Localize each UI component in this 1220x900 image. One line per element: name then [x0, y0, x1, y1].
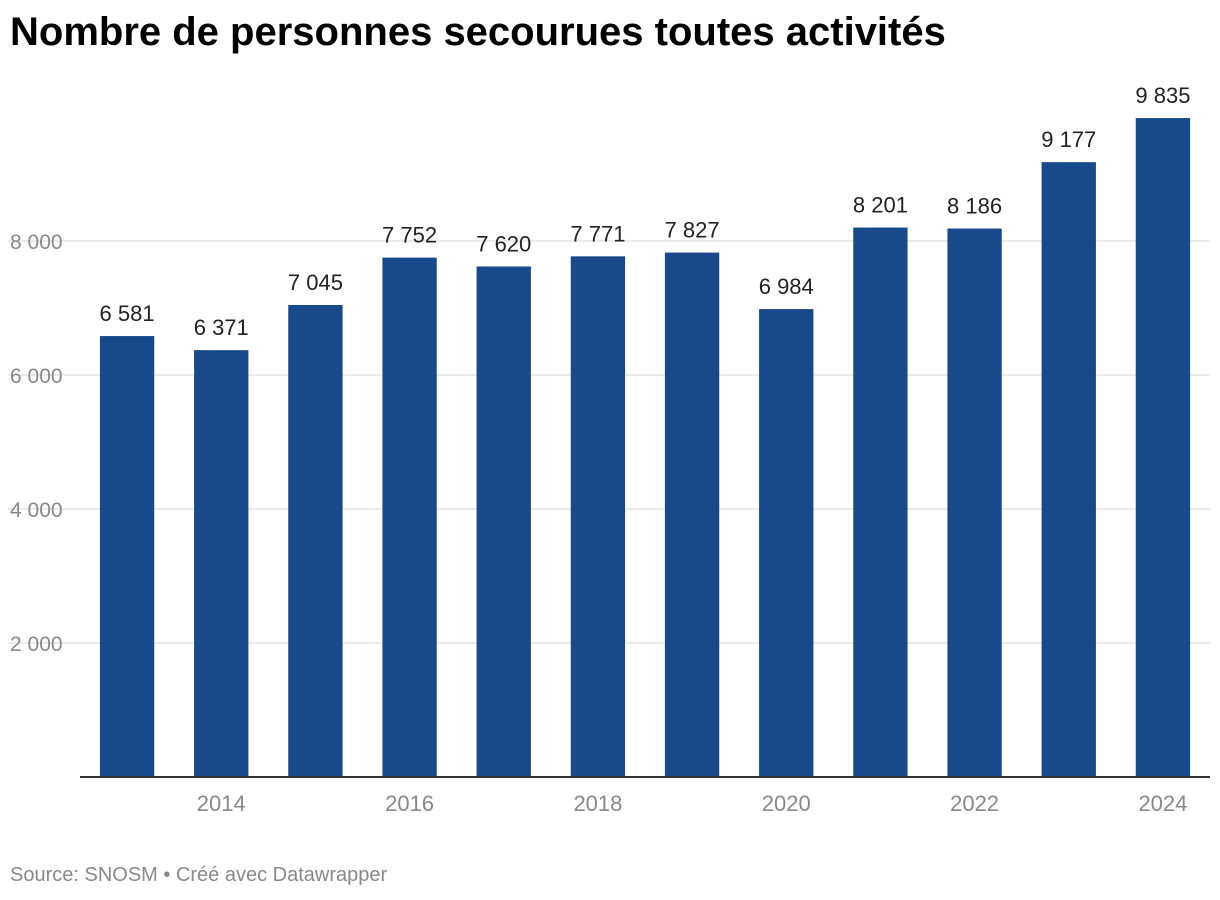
- value-label-2023: 9 177: [1041, 127, 1096, 152]
- value-label-2018: 7 771: [570, 221, 625, 246]
- value-label-2015: 7 045: [288, 270, 343, 295]
- value-label-2020: 6 984: [759, 274, 814, 299]
- bar-2018: [570, 256, 626, 777]
- bar-2015: [288, 304, 343, 777]
- value-label-2014: 6 371: [194, 315, 249, 340]
- bar-2024: [1135, 118, 1191, 778]
- y-tick-label: 6 000: [10, 365, 63, 388]
- y-tick-label: 8 000: [10, 231, 63, 254]
- value-label-2024: 9 835: [1135, 83, 1190, 108]
- bar-2019: [664, 252, 720, 777]
- source-footer: Source: SNOSM • Créé avec Datawrapper: [10, 864, 388, 886]
- bar-2020: [759, 309, 814, 777]
- value-label-2017: 7 620: [476, 231, 531, 256]
- x-tick-label-2020: 2020: [762, 791, 811, 816]
- bars: [99, 118, 1191, 778]
- value-label-2019: 7 827: [665, 218, 720, 243]
- x-tick-label-2016: 2016: [385, 791, 434, 816]
- value-label-2021: 8 201: [853, 193, 908, 218]
- value-labels: 6 581 6 371 7 045 7 752 7 620 7 771 7 827 6 984…: [100, 83, 1191, 340]
- y-axis-ticks: 2 000 4 000 6 000 8 000: [10, 231, 63, 656]
- bar-2017: [476, 266, 531, 777]
- bar-2022: [947, 228, 1002, 778]
- x-tick-label-2022: 2022: [950, 791, 999, 816]
- x-tick-label-2014: 2014: [197, 791, 246, 816]
- bar-2016: [382, 257, 437, 778]
- bar-2021: [853, 227, 908, 777]
- chart-title: Nombre de personnes secourues toutes act…: [10, 10, 946, 54]
- x-tick-label-2024: 2024: [1138, 791, 1187, 816]
- value-label-2022: 8 186: [947, 194, 1002, 219]
- y-tick-label: 2 000: [10, 633, 63, 656]
- bar-2023: [1041, 162, 1096, 778]
- bar-2014: [194, 350, 249, 777]
- x-tick-label-2018: 2018: [573, 791, 622, 816]
- value-label-2013: 6 581: [100, 301, 155, 326]
- bar-2013: [99, 336, 155, 777]
- y-tick-label: 4 000: [10, 499, 63, 522]
- x-axis-ticks: 2014 2016 2018 2020 2022 2024: [197, 791, 1188, 816]
- value-label-2016: 7 752: [382, 223, 437, 248]
